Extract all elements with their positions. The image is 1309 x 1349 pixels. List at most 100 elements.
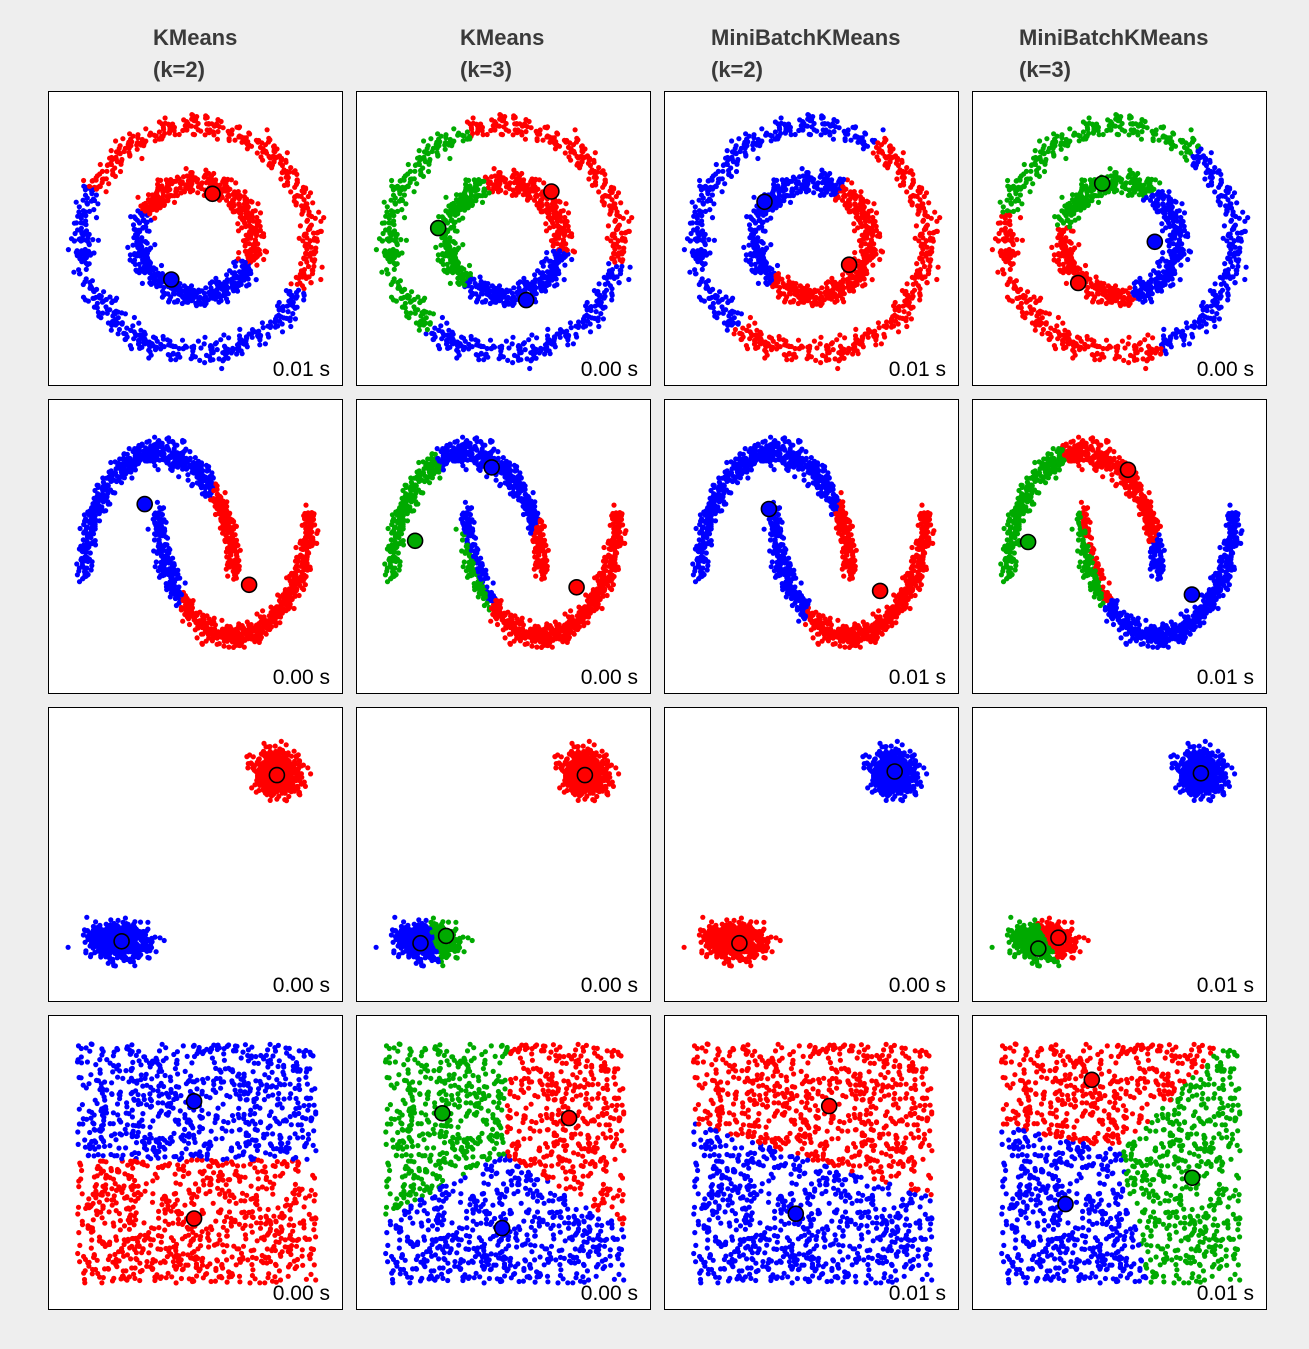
- scatter-point: [524, 185, 530, 191]
- scatter-point: [110, 170, 116, 177]
- scatter-point: [452, 228, 458, 234]
- scatter-point: [447, 155, 453, 162]
- scatter-point: [883, 137, 889, 143]
- scatter-point: [152, 138, 158, 144]
- scatter-point: [291, 198, 297, 204]
- scatter-point: [246, 256, 252, 262]
- scatter-point: [567, 320, 573, 326]
- scatter-point: [103, 176, 109, 182]
- scatter-point: [379, 238, 385, 244]
- scatter-point: [272, 324, 279, 330]
- scatter-point: [1145, 343, 1152, 349]
- scatter-point: [789, 178, 795, 184]
- scatter-point: [398, 196, 404, 202]
- scatter-point: [147, 275, 153, 281]
- scatter-point: [156, 136, 162, 142]
- scatter-point: [774, 262, 781, 269]
- scatter-point: [65, 247, 71, 253]
- scatter-point: [433, 244, 439, 250]
- scatter-point: [532, 272, 538, 278]
- scatter-point: [245, 271, 251, 277]
- scatter-point: [897, 315, 903, 321]
- scatter-point: [311, 258, 317, 265]
- scatter-point: [884, 319, 890, 325]
- scatter-point: [228, 200, 234, 206]
- scatter-point: [195, 184, 202, 190]
- scatter-point: [220, 293, 226, 299]
- scatter-point: [91, 250, 97, 256]
- scatter-point: [448, 268, 454, 274]
- scatter-point: [609, 297, 615, 303]
- scatter-point: [803, 123, 809, 129]
- scatter-point: [190, 348, 196, 354]
- scatter-point: [403, 309, 409, 315]
- scatter-point: [79, 231, 85, 237]
- scatter-point: [1096, 132, 1102, 138]
- scatter-point: [124, 334, 130, 340]
- scatter-point: [399, 207, 405, 213]
- scatter-point: [613, 263, 620, 270]
- scatter-point: [785, 193, 791, 199]
- scatter-point: [763, 132, 769, 138]
- scatter-point: [817, 341, 823, 347]
- scatter-point: [852, 124, 859, 130]
- scatter-point: [214, 121, 220, 127]
- scatter-point: [127, 252, 133, 258]
- scatter-point: [568, 146, 574, 152]
- scatter-point: [142, 208, 148, 214]
- scatter-point: [576, 323, 582, 329]
- scatter-point: [755, 212, 761, 218]
- scatter-point: [696, 197, 702, 203]
- scatter-point: [759, 126, 765, 132]
- scatter-point: [1234, 230, 1241, 236]
- scatter-point: [380, 230, 386, 237]
- scatter-point: [253, 225, 259, 231]
- scatter-point: [710, 173, 716, 179]
- scatter-point: [142, 341, 148, 347]
- scatter-point: [373, 247, 379, 253]
- scatter-point: [1017, 192, 1023, 198]
- scatter-point: [829, 294, 835, 300]
- scatter-point: [1019, 201, 1025, 207]
- scatter-point: [137, 345, 143, 351]
- scatter-point: [853, 326, 859, 332]
- scatter-point: [225, 299, 231, 305]
- scatter-point: [868, 208, 874, 214]
- scatter-point: [456, 204, 462, 210]
- scatter-point: [608, 209, 614, 215]
- scatter-point: [856, 238, 863, 244]
- scatter-point: [732, 150, 738, 156]
- scatter-point: [757, 260, 763, 266]
- scatter-point: [562, 150, 568, 156]
- scatter-point: [413, 162, 419, 168]
- scatter-point: [819, 180, 825, 186]
- scatter-point: [622, 238, 628, 244]
- scatter-point: [166, 299, 172, 305]
- scatter-point: [76, 204, 82, 210]
- scatter-point: [138, 242, 144, 248]
- scatter-point: [439, 214, 445, 220]
- scatter-point: [828, 181, 835, 187]
- scatter-point: [551, 210, 557, 216]
- scatter-point: [819, 167, 825, 173]
- scatter-point: [786, 286, 792, 292]
- scatter-point: [510, 302, 516, 308]
- scatter-point: [722, 181, 728, 187]
- scatter-point: [557, 214, 563, 220]
- scatter-point: [510, 132, 516, 138]
- scatter-point: [240, 238, 247, 244]
- scatter-point: [1126, 334, 1132, 340]
- scatter-point: [553, 215, 559, 221]
- scatter-point: [242, 243, 248, 249]
- scatter-point: [381, 199, 387, 205]
- scatter-point: [894, 176, 900, 182]
- scatter-point: [570, 341, 576, 347]
- scatter-point: [869, 255, 875, 261]
- scatter-point: [139, 280, 145, 286]
- scatter-point: [314, 238, 320, 244]
- scatter-point: [424, 145, 430, 152]
- scatter-point: [391, 266, 397, 272]
- scatter-point: [221, 176, 227, 182]
- scatter-point: [706, 237, 712, 243]
- scatter-point: [1170, 331, 1176, 337]
